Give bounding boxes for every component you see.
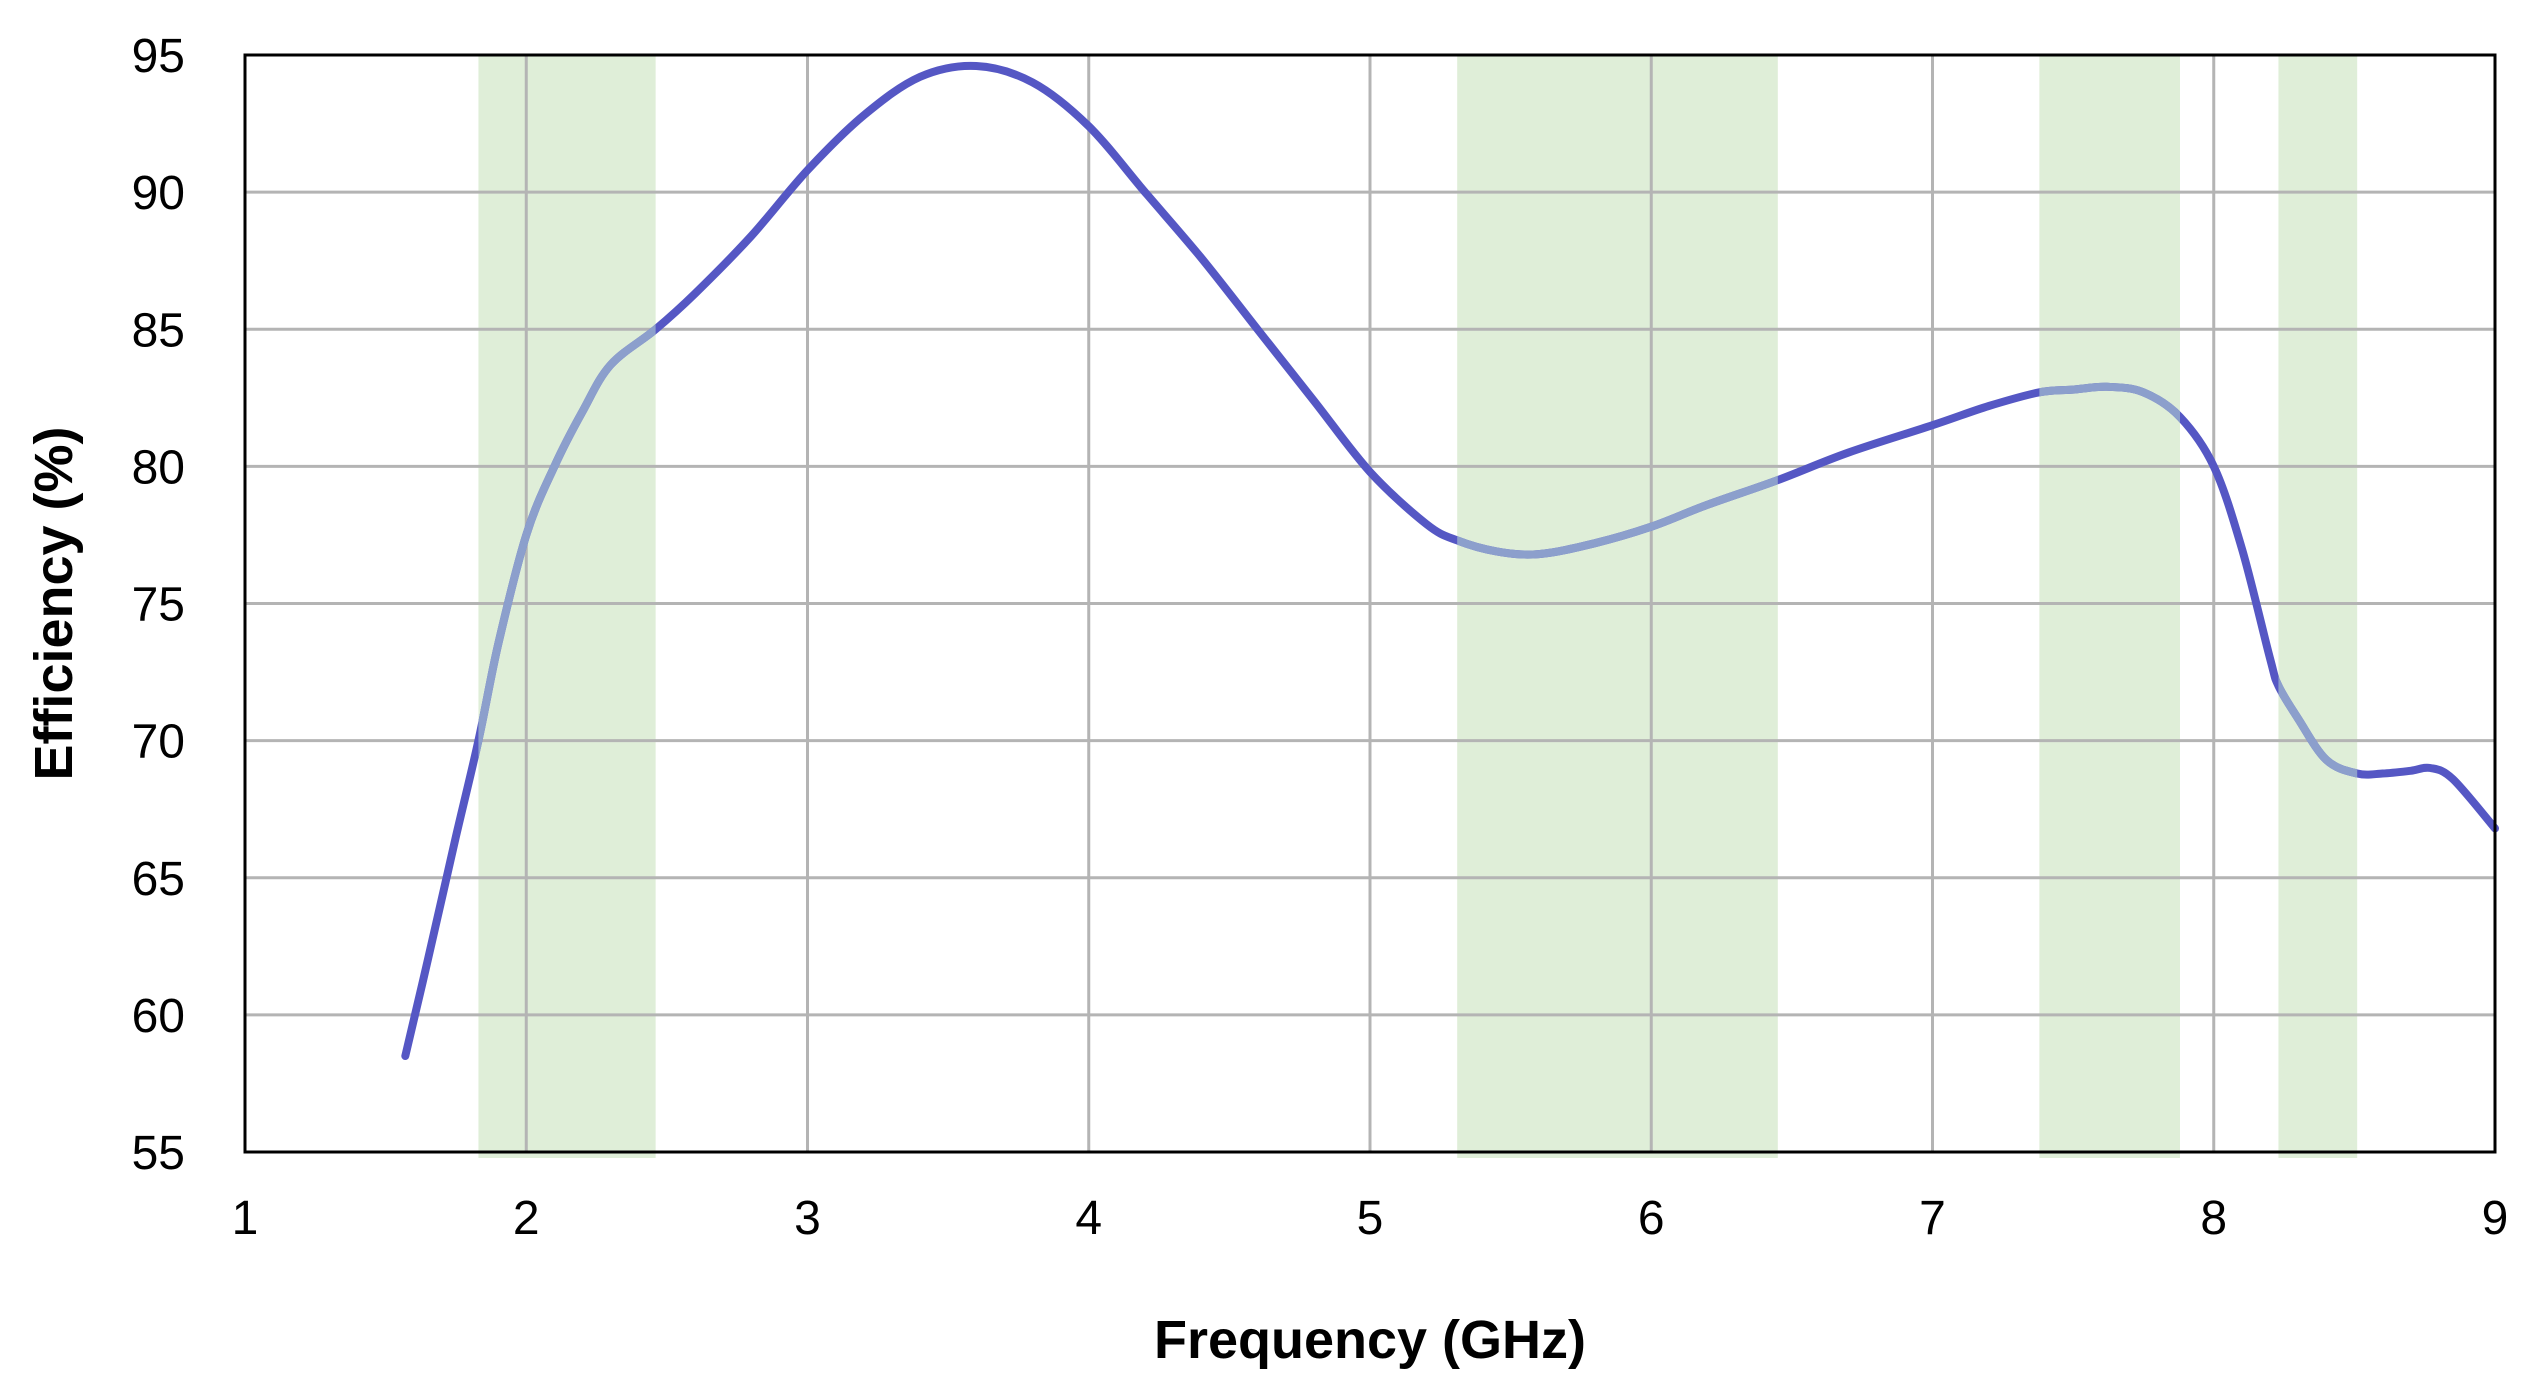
y-tick-label: 65 — [132, 853, 185, 906]
x-tick-label: 8 — [2200, 1192, 2227, 1245]
y-tick-label: 85 — [132, 304, 185, 357]
y-tick-label: 95 — [132, 30, 185, 83]
efficiency-line-band-segment — [478, 324, 656, 759]
y-tick-label: 90 — [132, 167, 185, 220]
y-tick-label: 75 — [132, 579, 185, 632]
data-series — [401, 61, 2499, 1060]
plot-frame — [243, 53, 2497, 1154]
y-tick-labels: 55 60 65 70 75 80 85 90 95 — [132, 30, 185, 1180]
x-tick-label: 3 — [794, 1192, 821, 1245]
x-tick-label: 7 — [1919, 1192, 1946, 1245]
x-tick-labels: 1 2 3 4 5 6 7 8 9 — [232, 1192, 2509, 1245]
highlight-band-3 — [2039, 55, 2180, 1158]
x-axis-title: Frequency (GHz) — [1154, 1310, 1586, 1370]
highlight-bands — [478, 55, 2358, 1158]
x-tick-label: 9 — [2482, 1192, 2509, 1245]
highlight-band-4 — [2278, 55, 2358, 1158]
x-tick-label: 2 — [513, 1192, 540, 1245]
x-tick-label: 1 — [232, 1192, 259, 1245]
highlight-band-2 — [1457, 55, 1778, 1158]
y-tick-label: 60 — [132, 990, 185, 1043]
x-tick-label: 6 — [1638, 1192, 1665, 1245]
x-tick-label: 5 — [1357, 1192, 1384, 1245]
y-tick-label: 55 — [132, 1127, 185, 1180]
y-axis-title: Efficiency (%) — [24, 426, 84, 780]
y-tick-label: 80 — [132, 441, 185, 494]
x-tick-label: 4 — [1075, 1192, 1102, 1245]
y-tick-label: 70 — [132, 716, 185, 769]
